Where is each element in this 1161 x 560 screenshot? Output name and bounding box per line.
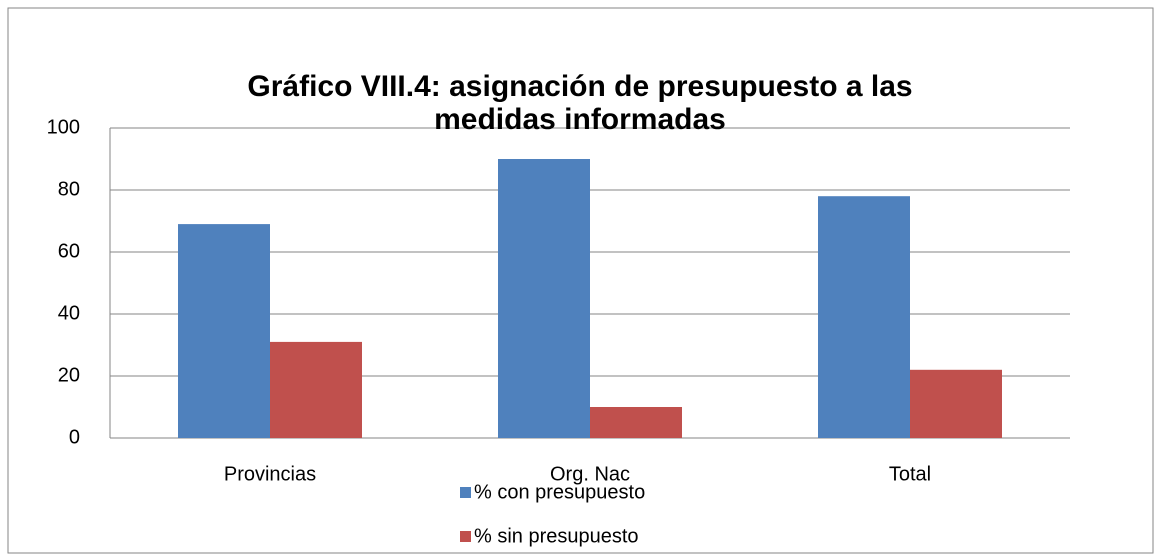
y-tick-label: 40: [58, 302, 80, 324]
chart-title: Gráfico VIII.4: asignación de presupuest…: [247, 70, 913, 136]
y-tick-label: 20: [58, 364, 80, 386]
y-tick-label: 100: [47, 116, 80, 138]
legend-label: % sin presupuesto: [474, 525, 639, 547]
bar: [910, 369, 1002, 438]
x-tick-label: Total: [889, 463, 931, 485]
bar: [818, 196, 910, 438]
bar: [498, 159, 590, 438]
y-tick-label: 0: [69, 426, 80, 448]
legend-label: % con presupuesto: [474, 481, 645, 503]
bar: [270, 341, 362, 438]
x-tick-label: Provincias: [224, 463, 316, 485]
legend-swatch: [460, 531, 471, 542]
bar: [590, 407, 682, 438]
y-tick-label: 80: [58, 178, 80, 200]
x-tick-label: Org. Nac: [550, 463, 630, 485]
y-tick-label: 60: [58, 240, 80, 262]
legend-swatch: [460, 487, 471, 498]
bar: [178, 224, 270, 438]
